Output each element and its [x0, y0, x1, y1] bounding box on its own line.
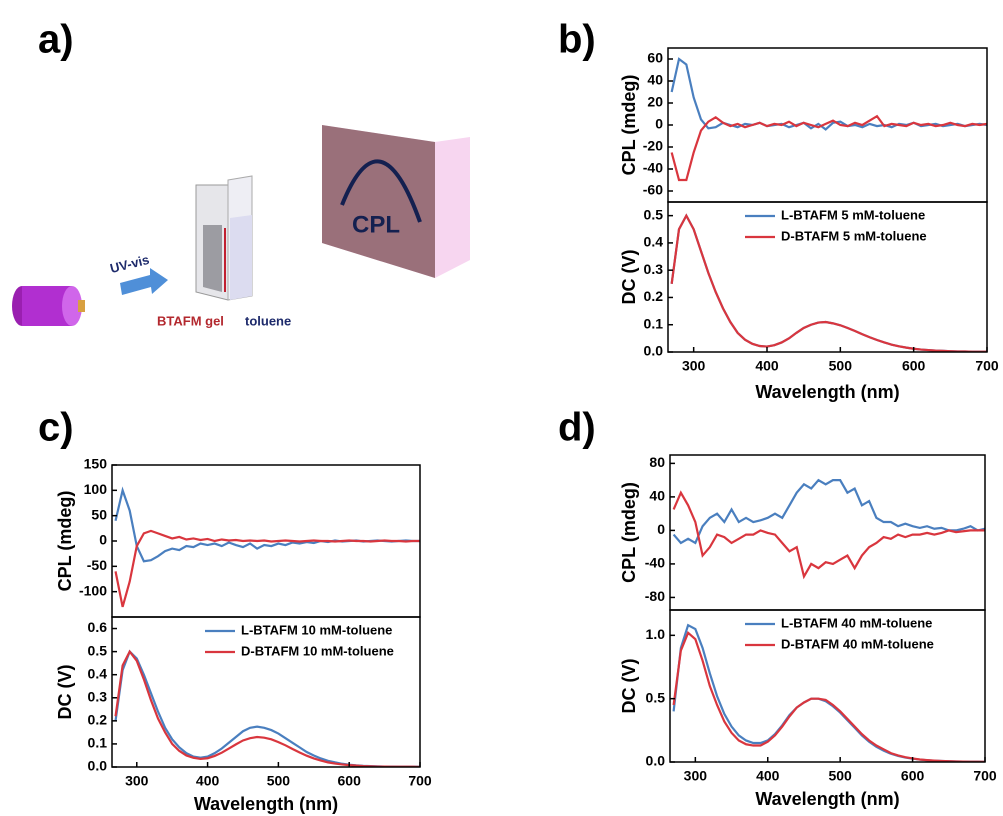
arrow-label: UV-vis [109, 252, 151, 276]
x-tick-label: 300 [682, 358, 706, 374]
y-tick-label: 40 [647, 72, 663, 88]
y-tick-label: 0 [657, 521, 665, 537]
data-line [670, 213, 987, 352]
legend-label: D-BTAFM 40 mM-toluene [781, 636, 934, 651]
x-tick-label: 700 [975, 358, 999, 374]
y-tick-label: -20 [643, 138, 663, 154]
y-tick-label: 0.1 [644, 315, 664, 331]
data-line [114, 486, 420, 563]
y-tick-label: 0.3 [88, 688, 108, 704]
x-tick-label: 500 [828, 768, 852, 784]
y-tick-label: 0.5 [646, 689, 666, 705]
legend-label: L-BTAFM 5 mM-toluene [781, 207, 925, 222]
panel-label: d) [558, 406, 596, 450]
y-tick-label: -100 [79, 582, 107, 598]
screen [322, 125, 435, 278]
gel [203, 225, 222, 292]
gel-label: BTAFM gel [157, 313, 224, 328]
arrow [120, 268, 168, 295]
x-tick-label: 700 [408, 773, 432, 789]
y-tick-label: 0.4 [644, 234, 664, 250]
y-axis-label: CPL (mdeg) [619, 75, 639, 176]
data-line [670, 114, 987, 182]
panel-label: c) [38, 406, 74, 450]
y-axis-label: DC (V) [619, 659, 639, 714]
x-tick-label: 500 [829, 358, 853, 374]
x-tick-label: 600 [901, 768, 925, 784]
y-tick-label: -60 [643, 182, 663, 198]
data-line [672, 478, 985, 545]
x-tick-label: 700 [973, 768, 997, 784]
y-tick-label: 100 [84, 481, 108, 497]
y-tick-label: 0.6 [88, 619, 108, 635]
y-tick-label: 0.3 [644, 261, 664, 277]
y-axis-label: DC (V) [619, 250, 639, 305]
legend-label: L-BTAFM 10 mM-toluene [241, 622, 392, 637]
screen-label: CPL [352, 211, 400, 238]
plot-frame [667, 201, 988, 353]
y-tick-label: 0.5 [644, 206, 664, 222]
lamp-face [62, 286, 82, 326]
toluene-liquid [230, 215, 252, 300]
y-tick-label: 0 [655, 116, 663, 132]
y-tick-label: 0.5 [88, 642, 108, 658]
x-tick-label: 600 [902, 358, 926, 374]
data-line [114, 649, 420, 767]
y-tick-label: 0.0 [644, 343, 664, 359]
x-axis-label: Wavelength (nm) [755, 382, 899, 402]
data-line [114, 529, 420, 608]
panel-label: b) [558, 18, 596, 62]
y-tick-label: 0.0 [88, 758, 108, 774]
y-tick-label: 20 [647, 94, 663, 110]
y-tick-label: -50 [87, 557, 107, 573]
x-tick-label: 300 [125, 773, 149, 789]
x-tick-label: 300 [684, 768, 708, 784]
y-tick-label: 150 [84, 456, 108, 472]
legend-label: D-BTAFM 5 mM-toluene [781, 228, 927, 243]
y-tick-label: 40 [649, 488, 665, 504]
x-tick-label: 500 [267, 773, 291, 789]
plot-frame [111, 616, 421, 768]
y-tick-label: 0 [99, 532, 107, 548]
y-tick-label: 0.1 [88, 735, 108, 751]
data-line [672, 490, 985, 580]
solvent-label: toluene [245, 313, 291, 328]
y-tick-label: 0.4 [88, 665, 108, 681]
cpl-curve [340, 159, 422, 223]
y-tick-label: 0.2 [644, 288, 664, 304]
y-tick-label: 1.0 [646, 626, 666, 642]
legend-label: D-BTAFM 10 mM-toluene [241, 643, 394, 658]
x-axis-label: Wavelength (nm) [755, 789, 899, 809]
x-axis-label: Wavelength (nm) [194, 794, 338, 814]
y-axis-label: CPL (mdeg) [55, 491, 75, 592]
lamp-tip [78, 300, 85, 312]
y-tick-label: 60 [647, 50, 663, 66]
y-tick-label: -80 [645, 588, 665, 604]
legend-label: L-BTAFM 40 mM-toluene [781, 615, 932, 630]
x-tick-label: 400 [196, 773, 220, 789]
y-axis-label: CPL (mdeg) [619, 482, 639, 583]
y-tick-label: 0.0 [646, 753, 666, 769]
y-axis-label: DC (V) [55, 665, 75, 720]
schematic: a) UV-vis BTAFM gel toluene CPL [12, 18, 470, 328]
x-tick-label: 600 [338, 773, 362, 789]
plot-frame [669, 609, 986, 763]
y-tick-label: 50 [91, 506, 107, 522]
x-tick-label: 400 [756, 768, 780, 784]
data-line [114, 649, 420, 767]
y-tick-label: 0.2 [88, 712, 108, 728]
y-tick-label: 80 [649, 454, 665, 470]
panel-label: a) [38, 18, 74, 62]
y-tick-label: -40 [643, 160, 663, 176]
data-line [672, 630, 985, 762]
y-tick-label: -40 [645, 555, 665, 571]
plot-frame [669, 454, 986, 611]
x-tick-label: 400 [755, 358, 779, 374]
